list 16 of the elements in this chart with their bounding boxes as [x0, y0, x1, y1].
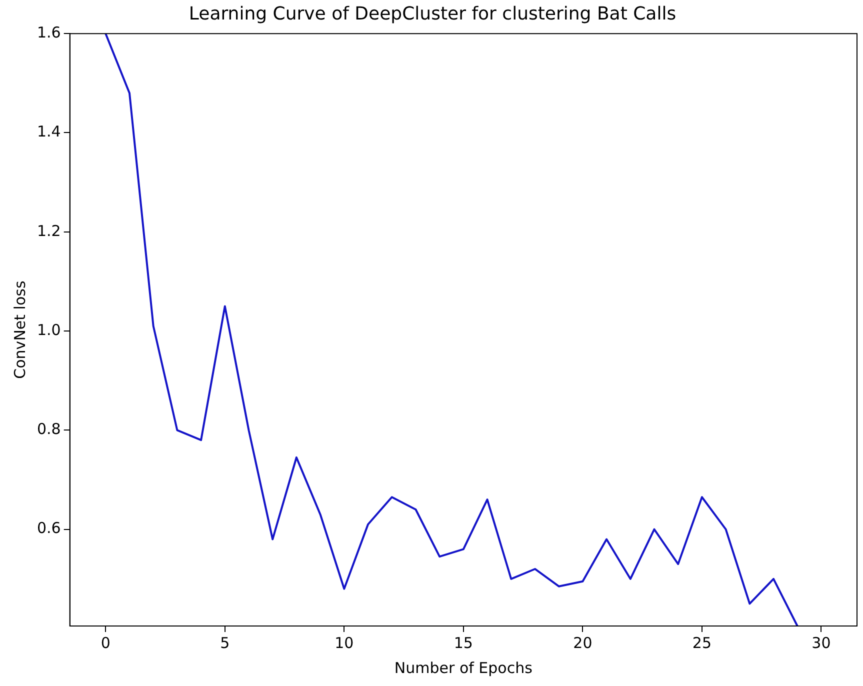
y-axis-title: ConvNet loss	[10, 280, 29, 379]
x-tick-label: 10	[334, 634, 354, 652]
y-tick-label: 1.4	[36, 122, 61, 141]
chart-title: Learning Curve of DeepCluster for clustering Bat Calls	[188, 3, 676, 24]
x-tick-label: 25	[692, 634, 712, 652]
x-tick-label: 0	[100, 634, 110, 652]
y-tick-label: 1.0	[36, 320, 61, 339]
y-tick-label: 0.8	[36, 420, 61, 438]
y-tick-label: 1.6	[36, 23, 61, 42]
x-tick-label: 30	[812, 634, 831, 652]
x-tick-label: 15	[454, 634, 473, 652]
x-axis-title: Number of Epochs	[394, 658, 533, 677]
y-tick-label: 1.2	[36, 222, 61, 240]
x-tick-label: 20	[573, 634, 592, 652]
y-tick-label: 0.6	[36, 519, 61, 538]
x-tick-label: 5	[220, 634, 230, 652]
